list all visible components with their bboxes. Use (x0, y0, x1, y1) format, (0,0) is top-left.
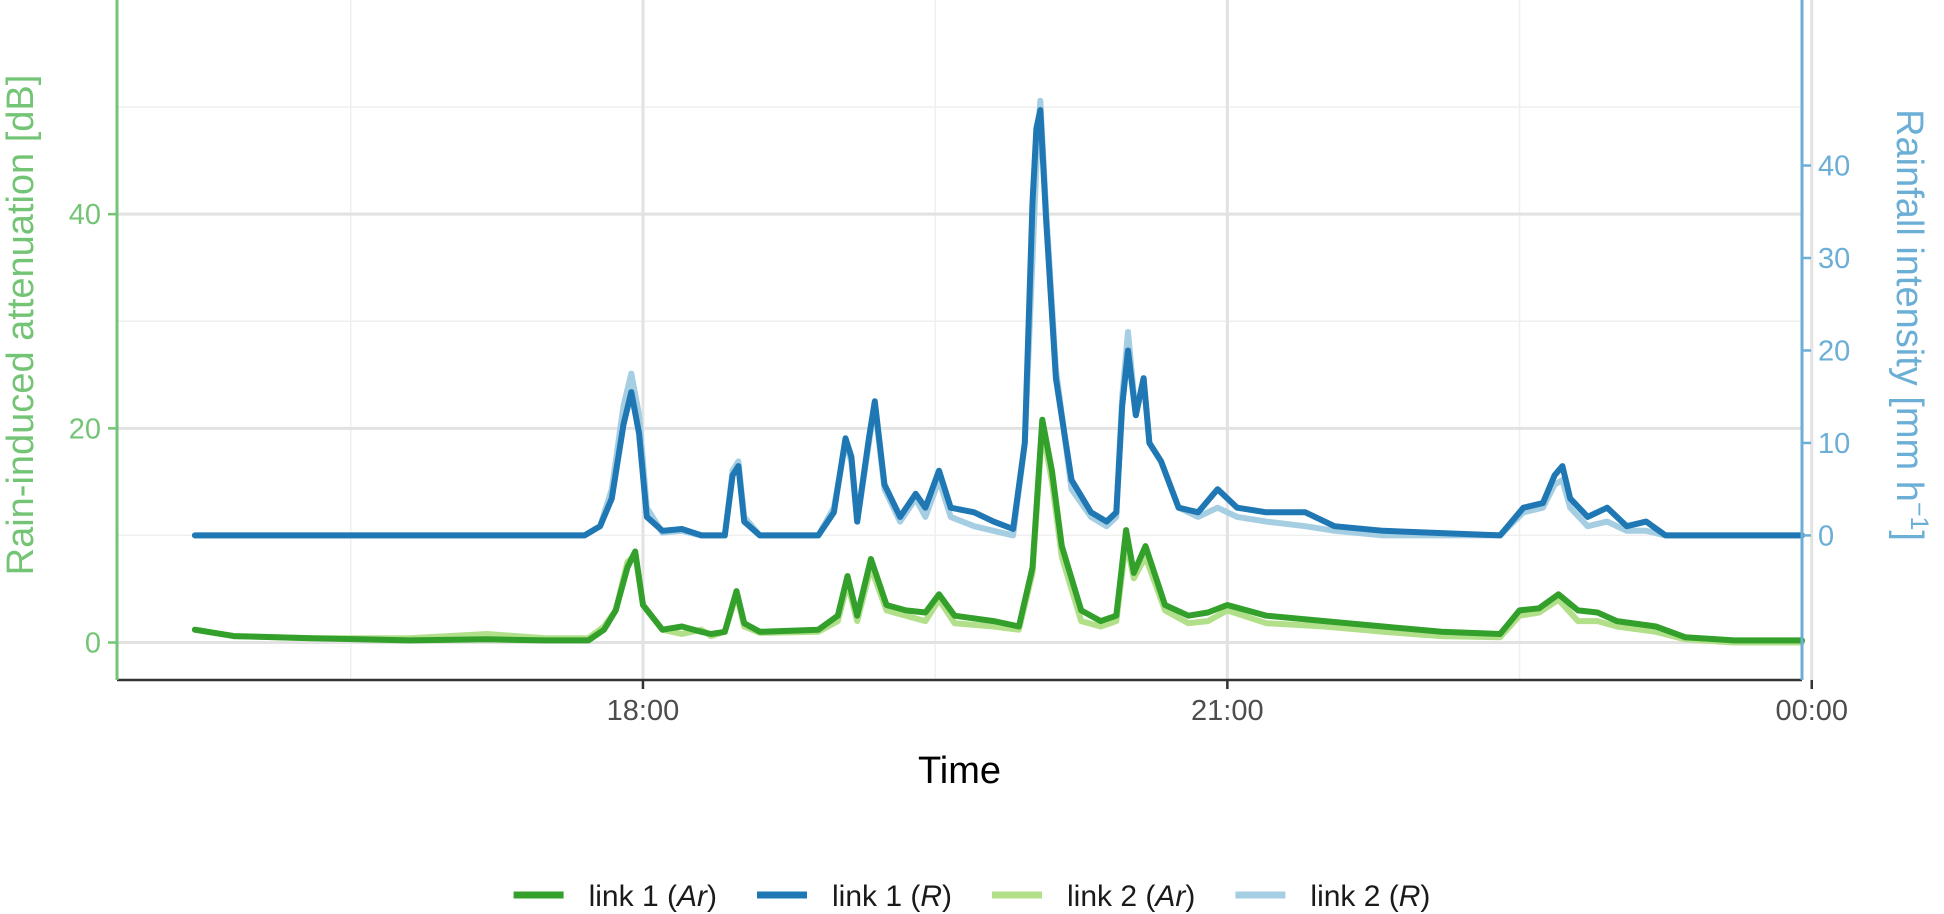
series-line-link1_Ar (191, 416, 1805, 644)
series-line-link1_R (191, 107, 1805, 539)
grid (117, 0, 1814, 680)
legend-label-suffix: ) (942, 880, 952, 913)
legend-label-prefix: link 2 ( (1067, 880, 1155, 913)
legend-label: link 1 (Ar) (589, 880, 717, 913)
axes (115, 0, 1804, 682)
x-axis-title: Time (918, 750, 1001, 792)
right-y-axis-title-end: ] (1888, 530, 1930, 541)
left-y-tick-label: 0 (85, 628, 101, 660)
legend-item-link1_R: link 1 (R) (757, 880, 952, 913)
legend-item-link2_Ar: link 2 (Ar) (992, 880, 1195, 913)
right-y-tick-label: 40 (1818, 151, 1850, 183)
x-tick-label: 00:00 (1775, 695, 1848, 727)
legend-label-var: Ar (675, 880, 708, 913)
legend-item-link2_R: link 2 (R) (1235, 880, 1430, 913)
legend-label-var: R (1399, 880, 1421, 913)
legend-label: link 2 (R) (1310, 880, 1430, 913)
legend-label: link 2 (Ar) (1067, 880, 1195, 913)
legend-item-link1_Ar: link 1 (Ar) (513, 880, 717, 913)
right-y-tick-label: 10 (1818, 428, 1850, 460)
legend: link 1 (Ar) link 1 (R) link 2 (Ar) link 2 (… (513, 880, 1430, 913)
left-y-tick-label: 20 (69, 413, 101, 445)
right-y-axis-title: Rainfall intensity [mm h−1] (1888, 109, 1933, 541)
right-y-tick-label: 30 (1818, 243, 1850, 275)
right-y-axis-title-superscript: −1 (1905, 502, 1933, 531)
legend-label-suffix: ) (1420, 880, 1430, 913)
legend-label-var: R (920, 880, 942, 913)
right-y-tick-label: 20 (1818, 335, 1850, 367)
legend-label-suffix: ) (707, 880, 717, 913)
ticks: 18:00 21:00 00:00 0 20 40 0 10 20 30 40 (69, 151, 1851, 727)
right-y-axis-title-main: Rainfall intensity [mm h (1888, 109, 1930, 502)
series-layer (191, 97, 1805, 646)
left-y-axis-title: Rain-induced attenuation [dB] (0, 75, 42, 576)
legend-label-var: Ar (1153, 880, 1186, 913)
legend-label-suffix: ) (1185, 880, 1195, 913)
legend-label-prefix: link 1 ( (832, 880, 920, 913)
x-tick-label: 21:00 (1191, 695, 1264, 727)
left-y-tick-label: 40 (69, 199, 101, 231)
legend-label-prefix: link 1 ( (589, 880, 677, 913)
right-y-tick-label: 0 (1818, 520, 1834, 552)
x-tick-label: 18:00 (607, 695, 680, 727)
legend-label: link 1 (R) (832, 880, 952, 913)
legend-label-prefix: link 2 ( (1310, 880, 1398, 913)
